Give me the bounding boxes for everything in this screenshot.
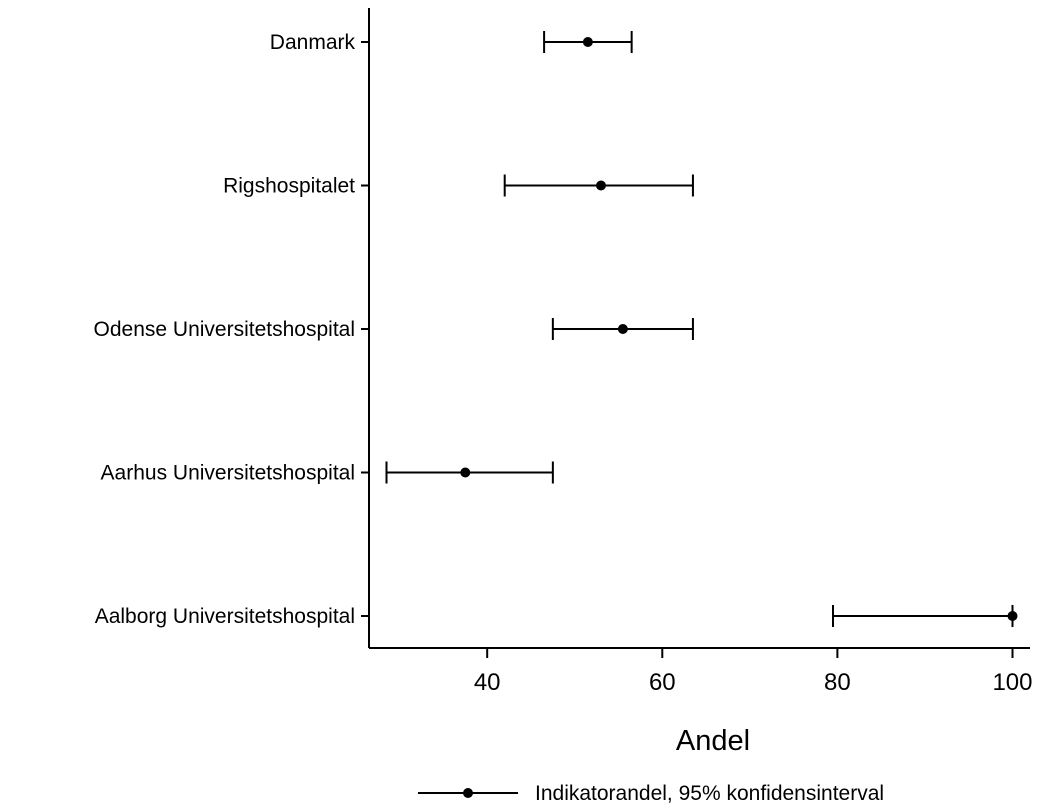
category-label: Rigshospitalet [223, 175, 355, 198]
category-labels: Danmark Rigshospitalet Odense Universitets… [94, 31, 356, 628]
legend: Indikatorandel, 95% konfidensinterval [418, 782, 884, 805]
x-axis-tick-labels: 40 60 80 100 [474, 669, 1033, 696]
category-label: Aarhus Universitetshospital [101, 462, 355, 485]
category-ticks [361, 41, 369, 617]
axes-layer [368, 8, 1030, 649]
confidence-intervals [385, 31, 1014, 627]
category-label: Aalborg Universitetshospital [95, 605, 355, 628]
indicator-points [460, 37, 1018, 621]
indicator-point [582, 37, 593, 47]
indicator-point [617, 324, 628, 334]
category-label: Odense Universitetshospital [94, 318, 355, 341]
indicator-point [1007, 611, 1018, 621]
x-tick-label: 80 [824, 669, 851, 696]
legend-point-swatch [463, 788, 473, 798]
category-label: Danmark [270, 31, 356, 54]
x-axis-ticks [486, 648, 1014, 658]
indicator-point [596, 180, 607, 191]
indicator-point [460, 467, 471, 478]
x-tick-label: 60 [649, 669, 676, 696]
legend-label: Indikatorandel, 95% konfidensinterval [535, 782, 884, 805]
x-axis-title: Andel [676, 725, 750, 757]
x-tick-label: 100 [992, 669, 1032, 696]
x-tick-label: 40 [474, 669, 501, 696]
